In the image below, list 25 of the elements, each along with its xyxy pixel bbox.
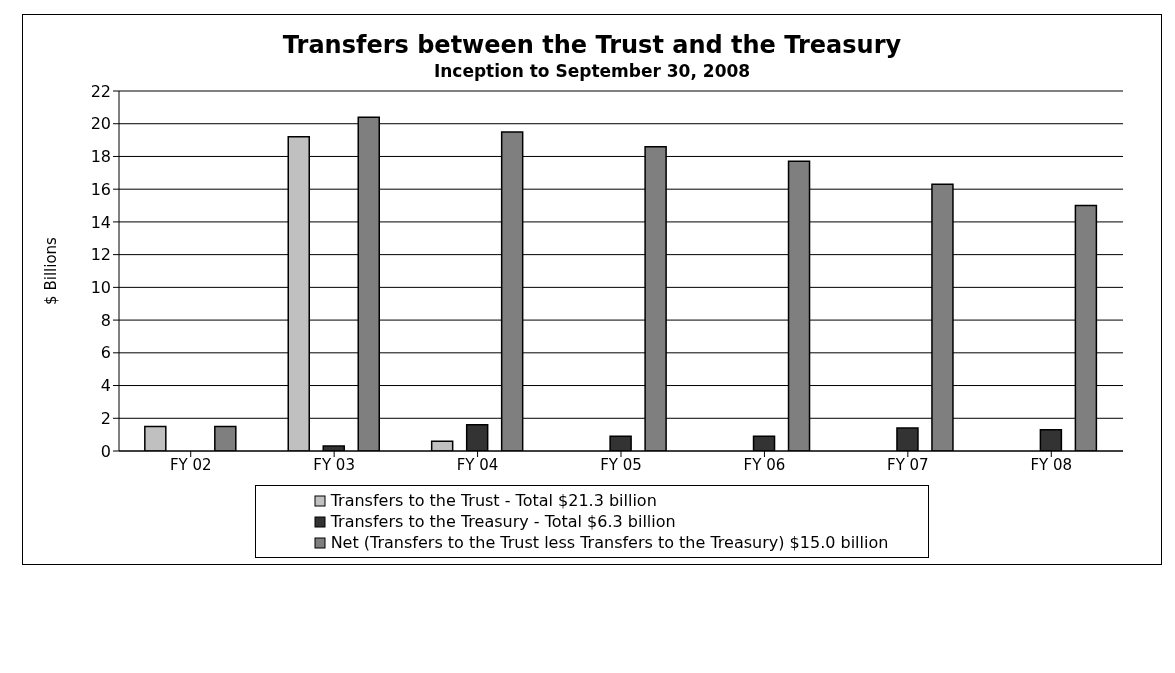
- y-tick-label: 10: [90, 278, 111, 298]
- x-tick-label: FY 07: [887, 455, 929, 474]
- y-tick-label: 22: [90, 81, 111, 101]
- legend-label: Net (Transfers to the Trust less Transfers to the Treasury) $15.0 billion: [330, 533, 889, 552]
- y-tick-label: 4: [100, 376, 111, 396]
- y-tick-label: 8: [100, 310, 111, 330]
- chart-subtitle: Inception to September 30, 2008: [432, 61, 752, 81]
- x-tick-label: FY 02: [169, 455, 212, 474]
- x-tick-label: FY 06: [743, 455, 786, 474]
- y-tick-label: 6: [100, 343, 111, 363]
- legend-label: Transfers to the Trust - Total $21.3 billion: [330, 491, 657, 510]
- x-tick-label: FY 03: [313, 455, 355, 474]
- y-axis-title: $ Billions: [42, 236, 61, 305]
- legend-label: Transfers to the Treasury - Total $6.3 billion: [330, 512, 676, 531]
- x-tick-label: FY 05: [600, 455, 642, 474]
- y-tick-label: 0: [100, 441, 111, 461]
- x-tick-label: FY 08: [1030, 455, 1073, 474]
- y-tick-label: 20: [90, 114, 111, 134]
- y-tick-label: 12: [90, 245, 111, 265]
- y-tick-label: 16: [90, 179, 111, 199]
- chart-title: Transfers between the Trust and the Treasury: [281, 31, 903, 59]
- y-tick-label: 14: [90, 212, 111, 232]
- y-tick-label: 2: [100, 408, 111, 428]
- x-tick-label: FY 04: [456, 455, 499, 474]
- y-tick-label: 18: [90, 147, 111, 167]
